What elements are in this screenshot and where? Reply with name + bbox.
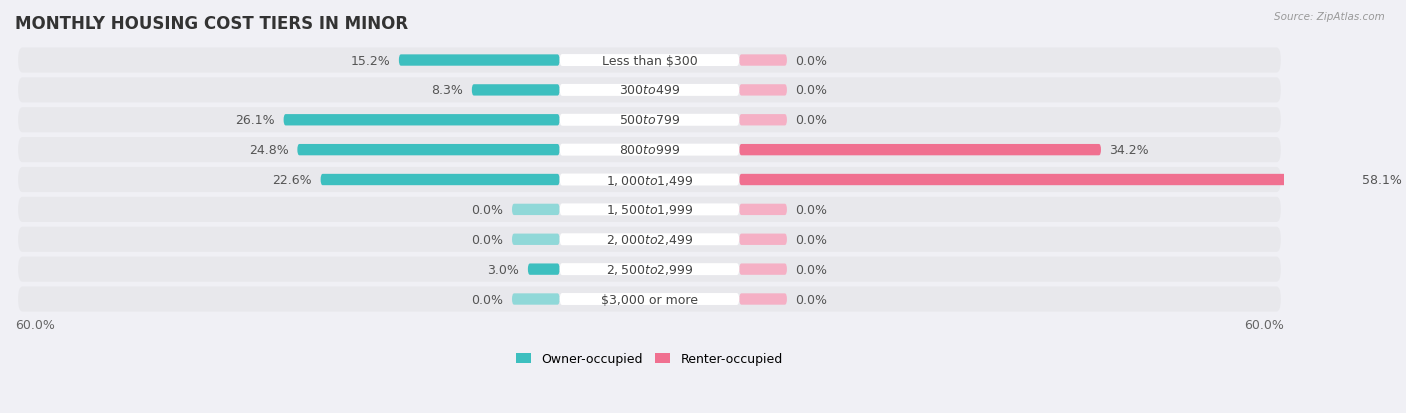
FancyBboxPatch shape	[560, 174, 740, 186]
FancyBboxPatch shape	[560, 85, 740, 97]
Legend: Owner-occupied, Renter-occupied: Owner-occupied, Renter-occupied	[512, 348, 787, 370]
FancyBboxPatch shape	[560, 144, 740, 156]
Text: 26.1%: 26.1%	[236, 114, 276, 127]
FancyBboxPatch shape	[297, 145, 560, 156]
Text: $1,500 to $1,999: $1,500 to $1,999	[606, 203, 693, 217]
Text: 15.2%: 15.2%	[350, 55, 391, 67]
Text: Less than $300: Less than $300	[602, 55, 697, 67]
FancyBboxPatch shape	[284, 115, 560, 126]
FancyBboxPatch shape	[740, 115, 787, 126]
Text: MONTHLY HOUSING COST TIERS IN MINOR: MONTHLY HOUSING COST TIERS IN MINOR	[15, 15, 408, 33]
FancyBboxPatch shape	[18, 168, 1281, 192]
FancyBboxPatch shape	[740, 85, 787, 96]
FancyBboxPatch shape	[740, 294, 787, 305]
FancyBboxPatch shape	[18, 108, 1281, 133]
Text: $1,000 to $1,499: $1,000 to $1,499	[606, 173, 693, 187]
FancyBboxPatch shape	[18, 227, 1281, 252]
FancyBboxPatch shape	[740, 204, 787, 216]
FancyBboxPatch shape	[560, 55, 740, 67]
FancyBboxPatch shape	[560, 204, 740, 216]
Text: 0.0%: 0.0%	[796, 263, 827, 276]
Text: 0.0%: 0.0%	[471, 293, 503, 306]
FancyBboxPatch shape	[321, 174, 560, 186]
Text: 8.3%: 8.3%	[432, 84, 464, 97]
FancyBboxPatch shape	[18, 48, 1281, 74]
FancyBboxPatch shape	[560, 234, 740, 246]
FancyBboxPatch shape	[512, 234, 560, 245]
FancyBboxPatch shape	[472, 85, 560, 96]
Text: 0.0%: 0.0%	[471, 233, 503, 246]
FancyBboxPatch shape	[18, 257, 1281, 282]
Text: $300 to $499: $300 to $499	[619, 84, 681, 97]
Text: $800 to $999: $800 to $999	[619, 144, 681, 157]
Text: 22.6%: 22.6%	[273, 173, 312, 187]
FancyBboxPatch shape	[527, 264, 560, 275]
Text: 0.0%: 0.0%	[796, 203, 827, 216]
Text: 0.0%: 0.0%	[796, 293, 827, 306]
Text: 24.8%: 24.8%	[249, 144, 288, 157]
Text: 3.0%: 3.0%	[488, 263, 519, 276]
FancyBboxPatch shape	[740, 145, 1101, 156]
FancyBboxPatch shape	[18, 78, 1281, 103]
Text: $500 to $799: $500 to $799	[619, 114, 681, 127]
Text: 0.0%: 0.0%	[796, 84, 827, 97]
Text: 0.0%: 0.0%	[796, 114, 827, 127]
Text: 34.2%: 34.2%	[1109, 144, 1149, 157]
Text: $2,000 to $2,499: $2,000 to $2,499	[606, 233, 693, 247]
Text: 58.1%: 58.1%	[1362, 173, 1402, 187]
FancyBboxPatch shape	[740, 174, 1354, 186]
FancyBboxPatch shape	[560, 293, 740, 305]
FancyBboxPatch shape	[399, 55, 560, 66]
FancyBboxPatch shape	[512, 204, 560, 216]
Text: $2,500 to $2,999: $2,500 to $2,999	[606, 263, 693, 276]
Text: 0.0%: 0.0%	[471, 203, 503, 216]
Text: 0.0%: 0.0%	[796, 55, 827, 67]
Text: 0.0%: 0.0%	[796, 233, 827, 246]
FancyBboxPatch shape	[18, 197, 1281, 222]
FancyBboxPatch shape	[740, 234, 787, 245]
FancyBboxPatch shape	[740, 264, 787, 275]
FancyBboxPatch shape	[740, 55, 787, 66]
FancyBboxPatch shape	[512, 294, 560, 305]
FancyBboxPatch shape	[560, 263, 740, 275]
Text: 60.0%: 60.0%	[15, 318, 55, 331]
FancyBboxPatch shape	[560, 114, 740, 126]
Text: 60.0%: 60.0%	[1244, 318, 1284, 331]
Text: $3,000 or more: $3,000 or more	[600, 293, 697, 306]
Text: Source: ZipAtlas.com: Source: ZipAtlas.com	[1274, 12, 1385, 22]
FancyBboxPatch shape	[18, 138, 1281, 163]
FancyBboxPatch shape	[18, 287, 1281, 312]
